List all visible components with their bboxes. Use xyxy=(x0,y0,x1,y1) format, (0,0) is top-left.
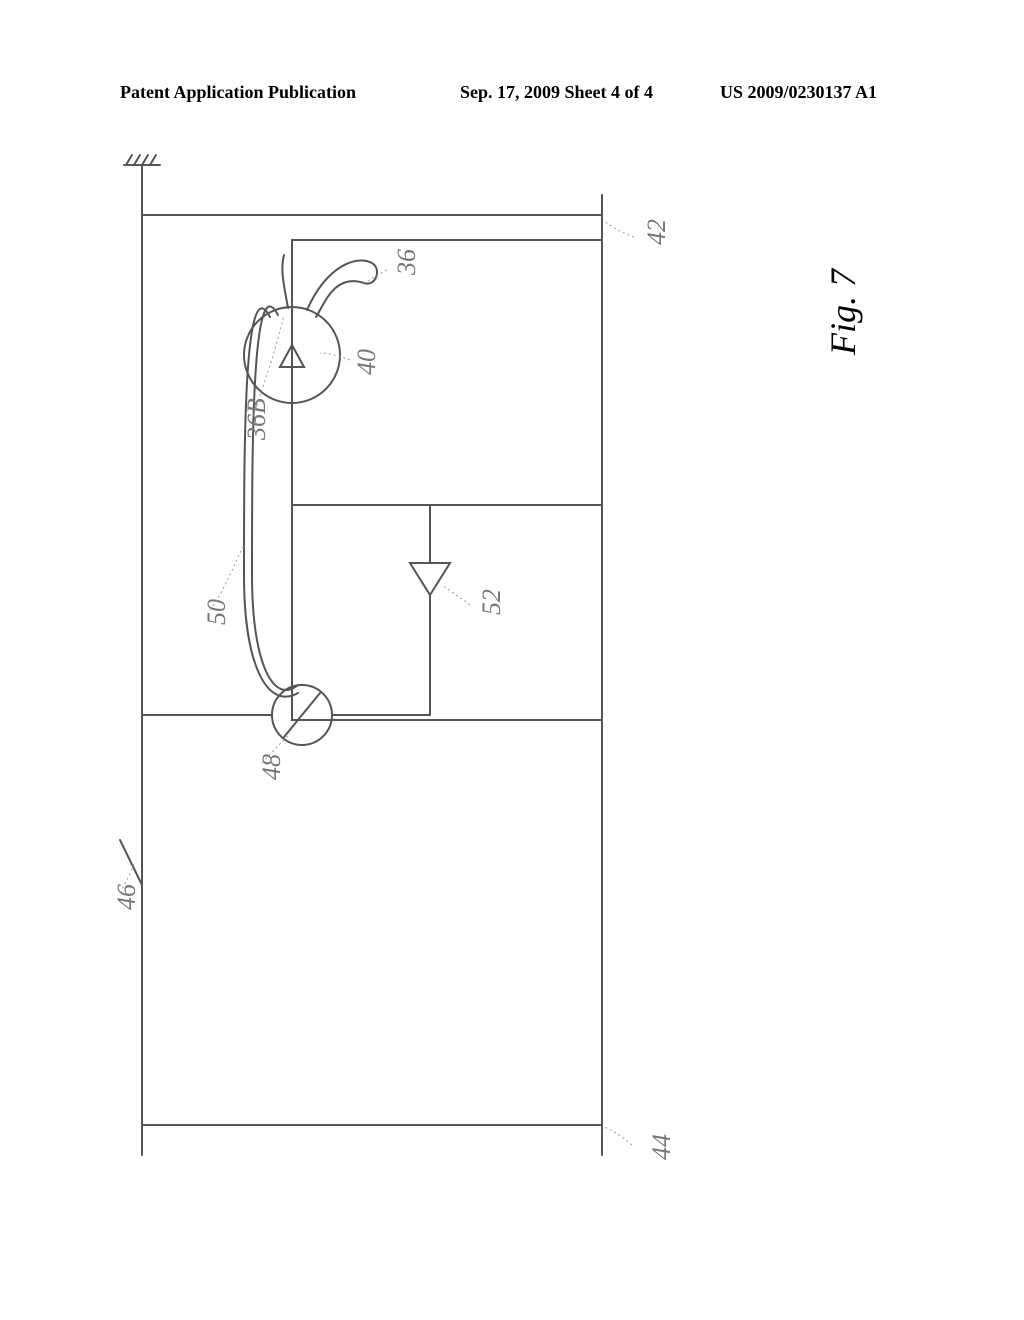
ref-leaders xyxy=(102,145,922,1195)
header-right: US 2009/0230137 A1 xyxy=(720,82,877,103)
header-left: Patent Application Publication xyxy=(120,82,356,103)
header-center: Sep. 17, 2009 Sheet 4 of 4 xyxy=(460,82,653,103)
figure-7: Fig. 7 36 36B 40 42 44 46 48 50 52 xyxy=(102,145,922,1195)
